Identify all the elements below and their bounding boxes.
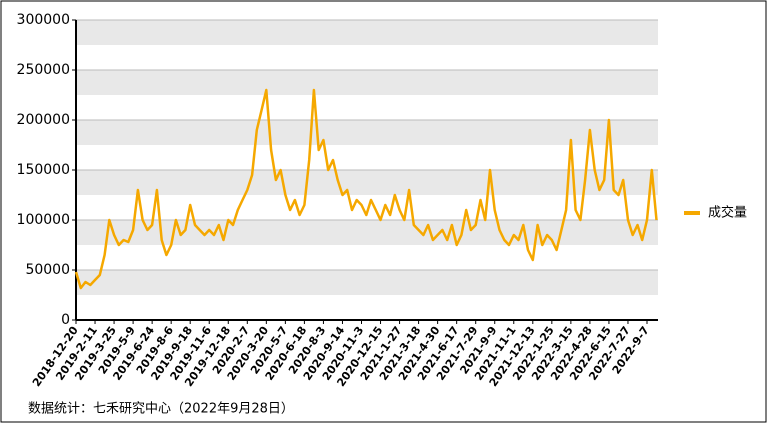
grid-band (76, 20, 658, 45)
y-tick-label: 300000 (17, 12, 70, 28)
y-tick-label: 100000 (17, 212, 70, 228)
y-tick-label: 250000 (17, 62, 70, 78)
grid-band (76, 120, 658, 145)
grid-band (76, 70, 658, 95)
legend-label: 成交量 (708, 205, 747, 221)
source-note: 数据统计：七禾研究中心（2022年9月28日） (28, 402, 294, 417)
y-tick-label: 200000 (17, 112, 70, 128)
grid-band (76, 270, 658, 295)
y-tick-label: 150000 (17, 162, 70, 178)
grid-band (76, 170, 658, 195)
y-tick-label: 50000 (25, 262, 70, 278)
y-tick-label: 0 (61, 312, 70, 328)
series-line (74, 88, 658, 290)
